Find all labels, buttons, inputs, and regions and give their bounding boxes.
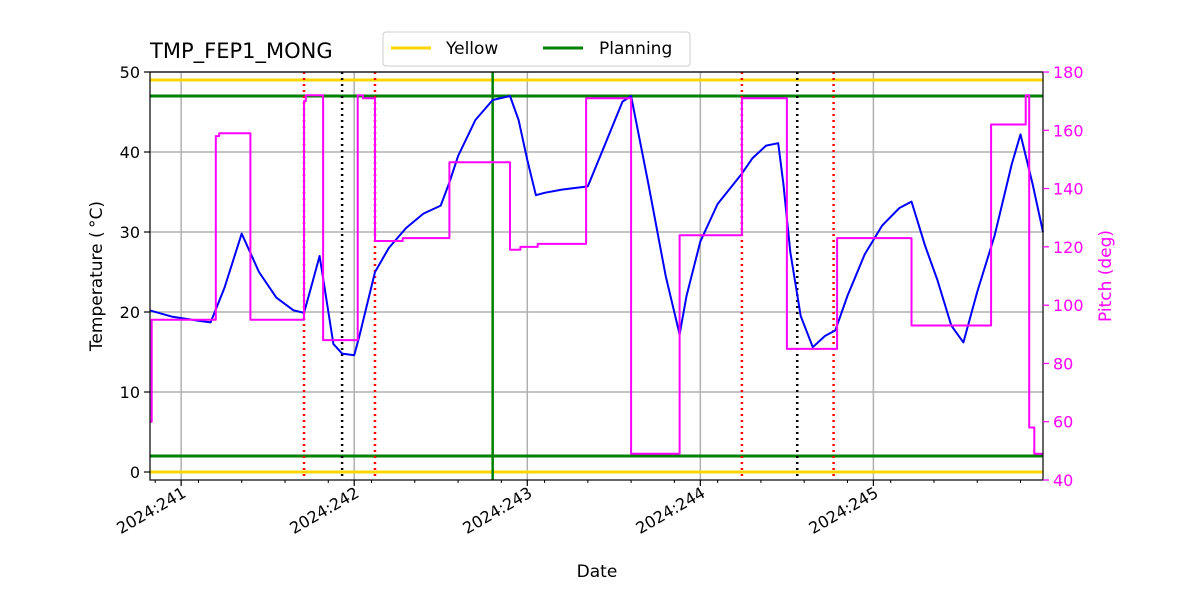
- legend-label-yellow: Yellow: [445, 39, 498, 59]
- x-axis-title: Date: [577, 562, 618, 582]
- y-tick-label: 10: [120, 383, 140, 402]
- series: [149, 94, 1044, 455]
- y2-tick-label: 160: [1053, 121, 1084, 140]
- y-axis-right: 40 60 80 100 120 140 160 180: [1043, 63, 1084, 490]
- y-tick-label: 20: [120, 303, 140, 322]
- y2-tick-label: 100: [1053, 296, 1084, 315]
- chart-title: TMP_FEP1_MONG: [149, 39, 333, 64]
- y-tick-label: 0: [130, 463, 140, 482]
- pitch-line: [150, 94, 1043, 455]
- y2-tick-label: 180: [1053, 63, 1084, 82]
- y2-tick-label: 80: [1053, 354, 1073, 373]
- legend-box: [382, 31, 691, 67]
- temperature-line: [149, 95, 1044, 357]
- legend-label-planning: Planning: [599, 39, 672, 59]
- y-tick-label: 40: [120, 143, 140, 162]
- y-axis-left: 0 10 20 30 40 50: [120, 63, 150, 482]
- y2-tick-label: 60: [1053, 413, 1073, 432]
- y2-tick-label: 120: [1053, 238, 1084, 257]
- y2-tick-label: 140: [1053, 180, 1084, 199]
- y2-tick-label: 40: [1053, 471, 1073, 490]
- legend: Yellow Planning: [382, 31, 691, 67]
- y2-axis-title: Pitch (deg): [1096, 230, 1116, 322]
- limit-lines: [150, 72, 1043, 480]
- y-tick-label: 50: [120, 63, 140, 82]
- y-axis-title: Temperature ( °C): [87, 201, 107, 352]
- plot-area-frame: [149, 71, 1044, 481]
- y-tick-label: 30: [120, 223, 140, 242]
